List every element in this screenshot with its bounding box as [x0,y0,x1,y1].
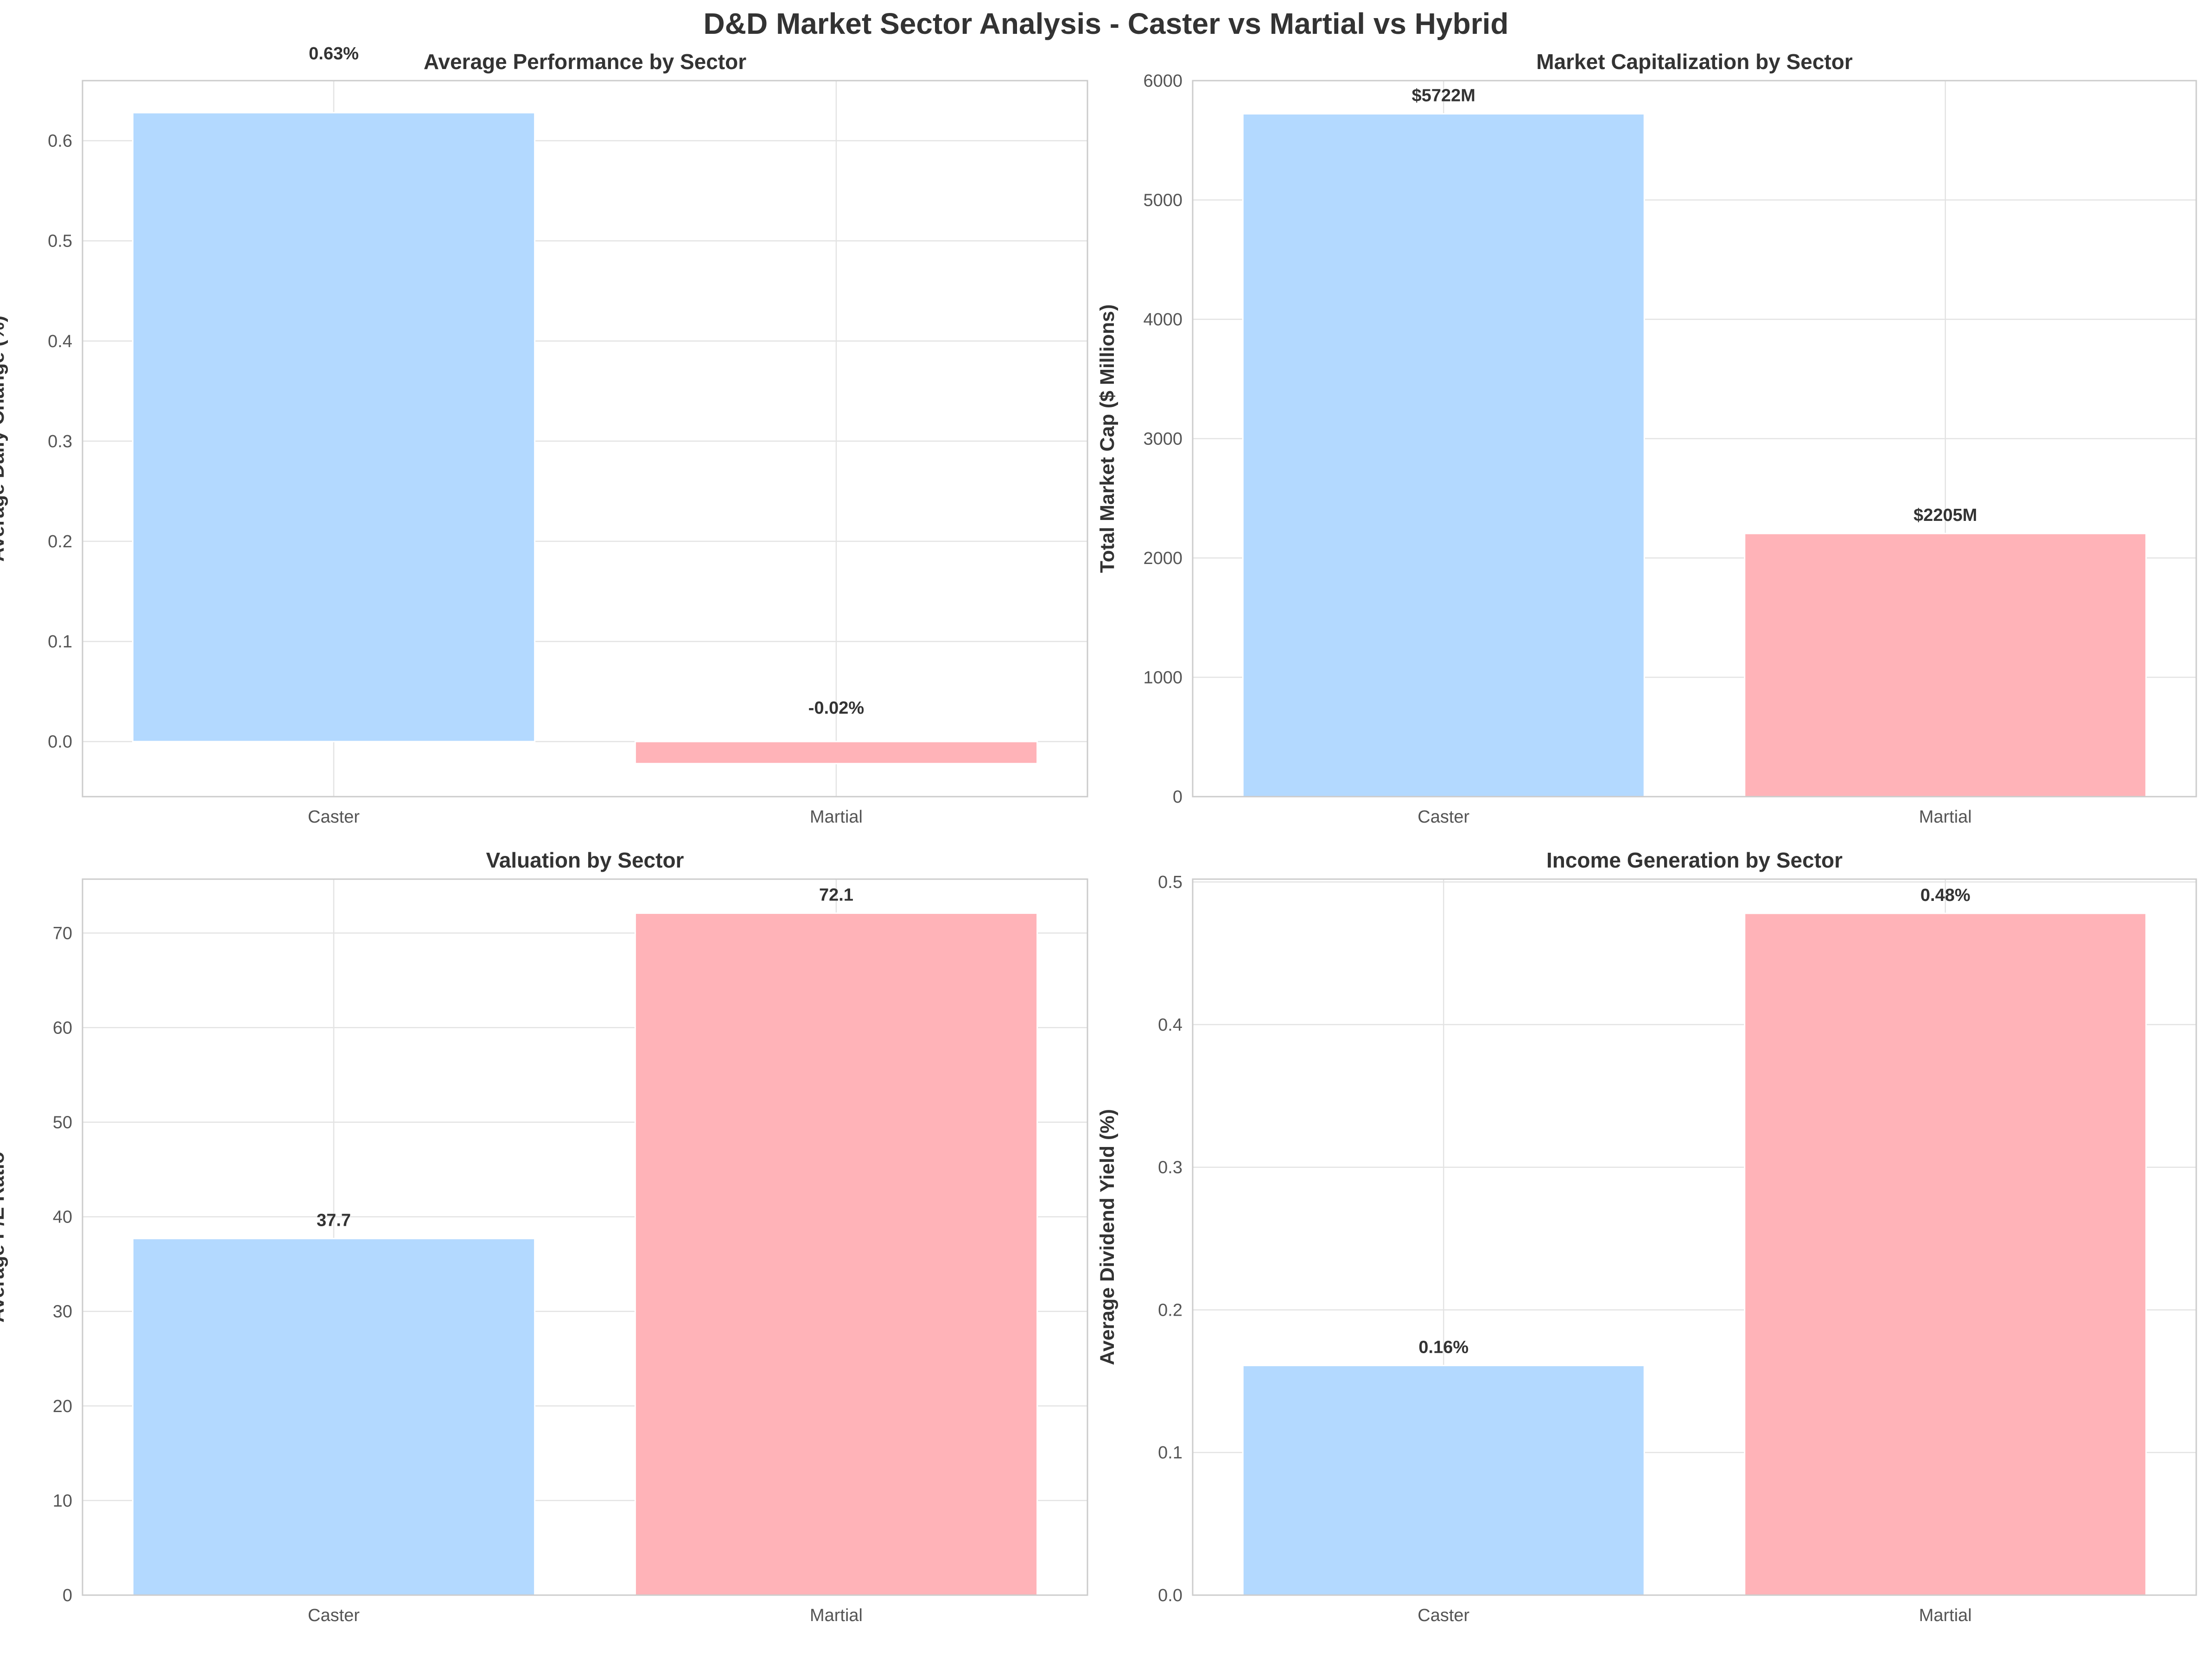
panel-title: Average Performance by Sector [424,50,746,74]
y-tick-label: 20 [53,1397,72,1416]
y-tick-label: 0.1 [1158,1443,1182,1463]
bar-caster [1242,1364,1645,1596]
y-tick-label: 0 [1173,787,1182,807]
y-tick-label: 50 [53,1113,72,1133]
y-axis-label: Total Market Cap ($ Millions) [1096,304,1119,573]
y-tick-label: 60 [53,1018,72,1038]
chart-panel-valuation: 37.7 72.1 0 10 20 30 40 50 60 70 Caster Martial Valu… [0,848,1088,1625]
plot-frame [82,80,1088,798]
x-tick-label: Martial [810,1606,863,1625]
bar-martial [1744,912,2147,1596]
y-tick-label: 70 [53,924,72,943]
bar-caster [132,1238,536,1596]
data-label: 0.63% [309,44,359,63]
y-axis-label: Average Daily Change (%) [0,316,8,562]
y-tick-label: 0.4 [48,332,72,351]
x-tick-label: Martial [1919,1606,1972,1625]
y-axis-label: Average Dividend Yield (%) [1096,1109,1119,1365]
y-tick-label: 2000 [1143,549,1182,568]
plot-frame [1192,878,2197,1596]
y-tick-label: 40 [53,1208,72,1227]
bar-martial [634,741,1038,765]
y-tick-label: 0.6 [48,132,72,151]
bar-caster [132,112,536,742]
y-tick-label: 0.1 [48,632,72,652]
y-tick-label: 0.2 [1158,1300,1182,1320]
plot-frame [1192,80,2197,798]
figure-title: D&D Market Sector Analysis - Caster vs M… [703,7,1509,40]
x-tick-label: Martial [1919,807,1972,827]
data-label: $2205M [1913,506,1977,525]
y-tick-label: 0.3 [1158,1158,1182,1178]
data-label: 0.48% [1920,886,1970,905]
panel-title: Valuation by Sector [486,848,684,872]
chart-panel-dividend-yield: 0.16% 0.48% 0.0 0.1 0.2 0.3 0.4 0.5 Caster Martia… [1096,848,2197,1625]
data-label: 37.7 [317,1211,351,1230]
y-tick-label: 6000 [1143,71,1182,91]
x-tick-label: Caster [1417,1606,1469,1625]
y-tick-label: 4000 [1143,310,1182,329]
y-tick-label: 0.3 [48,432,72,451]
x-tick-label: Martial [810,807,863,827]
x-tick-label: Caster [1417,807,1469,827]
y-tick-label: 0.5 [1158,873,1182,892]
y-axis-label: Average P/E Ratio [0,1152,8,1323]
data-label: 0.16% [1418,1337,1468,1357]
y-tick-label: 0.0 [48,732,72,752]
chart-panel-market-cap: $5722M $2205M 0 1000 2000 3000 4000 5000 6000 Cas… [1096,50,2197,827]
panel-title: Market Capitalization by Sector [1536,50,1853,74]
chart-panel-performance: 0.63% -0.02% 0.0 0.1 0.2 0.3 0.4 0.5 0.6 Caster Ma… [0,44,1088,827]
y-tick-label: 0.0 [1158,1586,1182,1605]
y-tick-label: 0.4 [1158,1015,1182,1035]
data-label: -0.02% [808,698,864,718]
y-tick-label: 10 [53,1491,72,1511]
y-tick-label: 0.5 [48,232,72,251]
bar-martial [1744,532,2147,798]
x-tick-label: Caster [308,807,360,827]
y-tick-label: 0.2 [48,532,72,551]
bar-caster [1242,113,1645,798]
data-label: $5722M [1412,86,1475,106]
y-tick-label: 30 [53,1302,72,1322]
y-tick-label: 1000 [1143,668,1182,688]
plot-frame [82,878,1088,1596]
x-tick-label: Caster [308,1606,360,1625]
data-label: 72.1 [819,885,853,905]
y-tick-label: 5000 [1143,191,1182,210]
y-tick-label: 3000 [1143,430,1182,449]
y-tick-label: 0 [63,1586,72,1605]
bar-martial [634,912,1038,1596]
panel-title: Income Generation by Sector [1546,848,1843,872]
